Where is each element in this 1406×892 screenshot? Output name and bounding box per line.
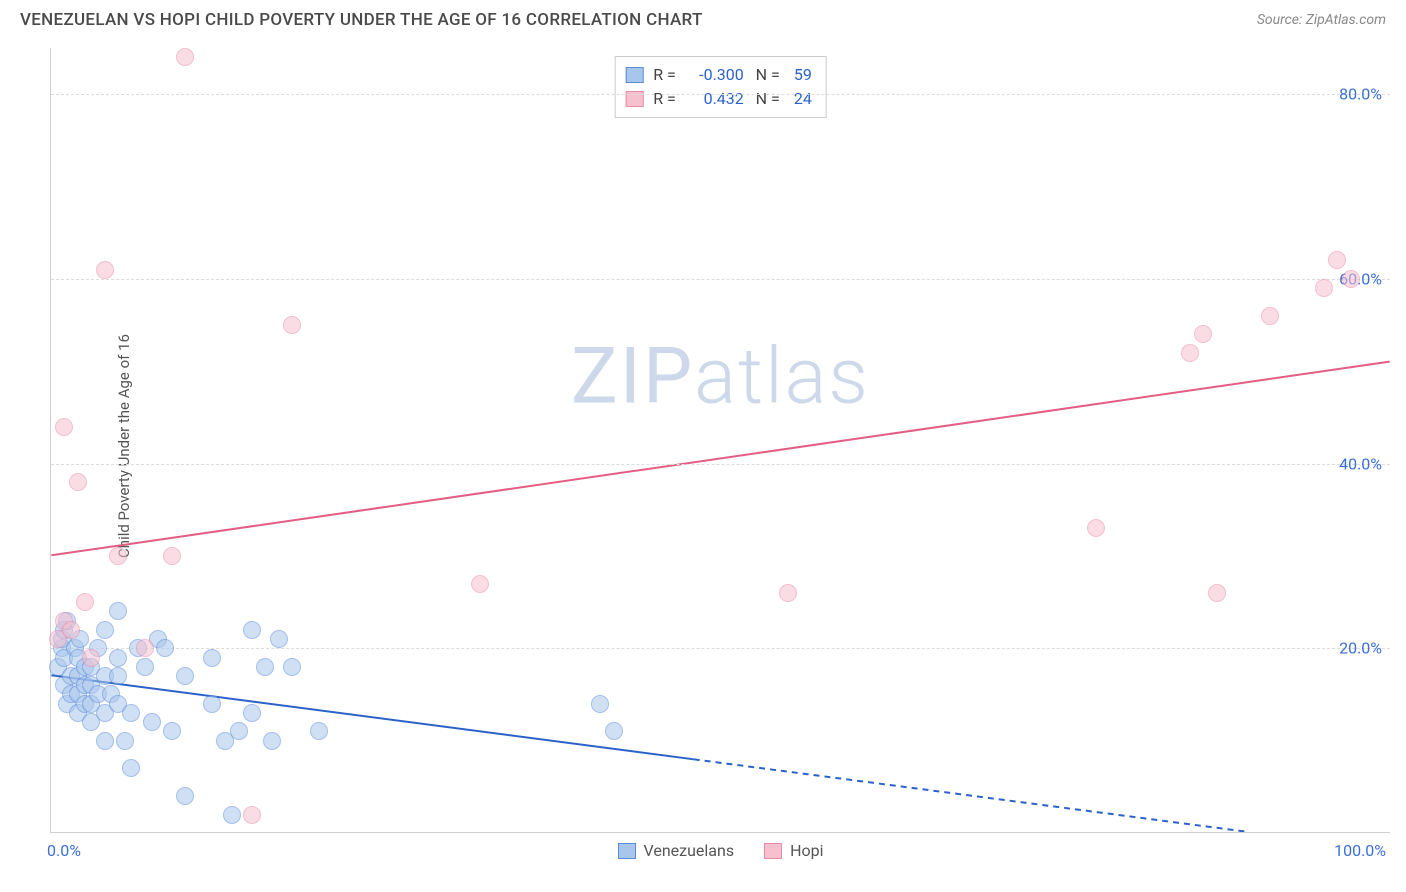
data-point — [283, 316, 301, 334]
data-point — [270, 630, 288, 648]
watermark: ZIPatlas — [571, 332, 870, 423]
y-tick-label: 80.0% — [1339, 85, 1382, 104]
data-point — [243, 806, 261, 824]
chart-header: VENEZUELAN VS HOPI CHILD POVERTY UNDER T… — [0, 0, 1406, 38]
data-point — [1194, 325, 1212, 343]
series-legend: Venezuelans Hopi — [618, 841, 824, 860]
data-point — [96, 261, 114, 279]
x-tick-label: 100.0% — [1334, 841, 1386, 860]
data-point — [96, 732, 114, 750]
data-point — [62, 621, 80, 639]
data-point — [109, 649, 127, 667]
data-point — [109, 602, 127, 620]
data-point — [163, 722, 181, 740]
source-prefix: Source: — [1257, 12, 1306, 28]
data-point — [243, 621, 261, 639]
data-point — [122, 759, 140, 777]
data-point — [1315, 279, 1333, 297]
data-point — [1328, 251, 1346, 269]
source-attribution: Source: ZipAtlas.com — [1257, 12, 1386, 28]
gridline — [51, 464, 1390, 465]
series-legend-item: Venezuelans — [618, 841, 735, 860]
data-point — [82, 649, 100, 667]
data-point — [55, 418, 73, 436]
data-point — [136, 639, 154, 657]
gridline — [51, 648, 1390, 649]
data-point — [143, 713, 161, 731]
data-point — [591, 695, 609, 713]
data-point — [203, 695, 221, 713]
data-point — [223, 806, 241, 824]
legend-swatch — [618, 843, 636, 859]
data-point — [176, 667, 194, 685]
data-point — [256, 658, 274, 676]
data-point — [122, 704, 140, 722]
data-point — [76, 593, 94, 611]
data-point — [163, 547, 181, 565]
data-point — [203, 649, 221, 667]
gridline — [51, 94, 1390, 95]
data-point — [471, 575, 489, 593]
data-point — [96, 621, 114, 639]
data-point — [1181, 344, 1199, 362]
data-point — [109, 547, 127, 565]
correlation-legend: R = -0.300 N = 59R = 0.432 N = 24 — [614, 56, 827, 118]
data-point — [230, 722, 248, 740]
legend-row: R = 0.432 N = 24 — [625, 87, 812, 111]
series-label: Venezuelans — [644, 841, 735, 860]
data-point — [779, 584, 797, 602]
x-tick-label: 0.0% — [47, 841, 81, 860]
data-point — [156, 639, 174, 657]
data-point — [243, 704, 261, 722]
scatter-plot: ZIPatlas R = -0.300 N = 59R = 0.432 N = … — [50, 48, 1390, 833]
y-tick-label: 40.0% — [1339, 454, 1382, 473]
y-tick-label: 20.0% — [1339, 639, 1382, 658]
data-point — [176, 787, 194, 805]
data-point — [263, 732, 281, 750]
series-legend-item: Hopi — [764, 841, 823, 860]
legend-stats: R = 0.432 N = 24 — [653, 87, 812, 111]
data-point — [109, 667, 127, 685]
data-point — [1342, 270, 1360, 288]
watermark-part2: atlas — [694, 332, 870, 423]
data-point — [176, 48, 194, 66]
legend-swatch — [764, 843, 782, 859]
data-point — [605, 722, 623, 740]
data-point — [116, 732, 134, 750]
series-label: Hopi — [790, 841, 823, 860]
data-point — [1208, 584, 1226, 602]
data-point — [69, 473, 87, 491]
watermark-part1: ZIP — [571, 332, 694, 423]
legend-row: R = -0.300 N = 59 — [625, 63, 812, 87]
data-point — [283, 658, 301, 676]
chart-title: VENEZUELAN VS HOPI CHILD POVERTY UNDER T… — [20, 10, 703, 30]
gridline — [51, 279, 1390, 280]
source-name: ZipAtlas.com — [1306, 12, 1386, 28]
data-point — [1261, 307, 1279, 325]
legend-swatch — [625, 67, 643, 83]
legend-stats: R = -0.300 N = 59 — [653, 63, 812, 87]
data-point — [310, 722, 328, 740]
data-point — [136, 658, 154, 676]
data-point — [1087, 519, 1105, 537]
